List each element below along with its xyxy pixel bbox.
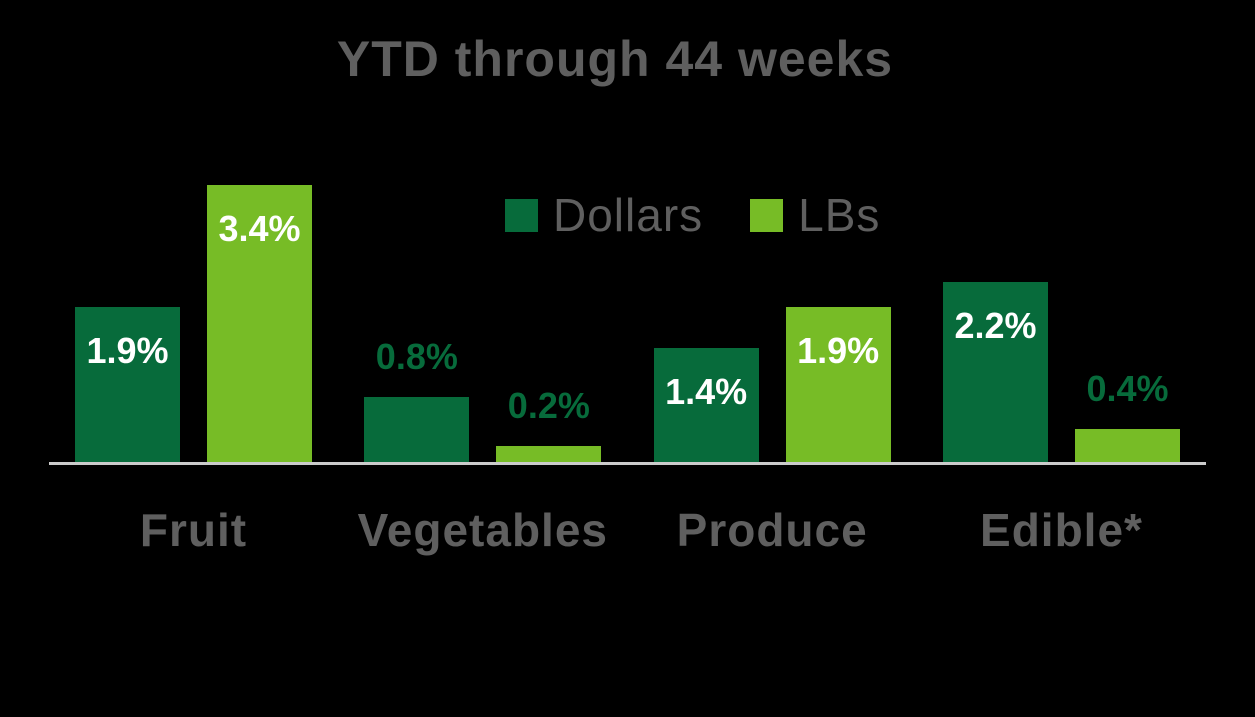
legend: Dollars LBs <box>505 192 880 238</box>
bar-lbs-vegetables: 0.2% <box>496 388 602 462</box>
value-label: 0.8% <box>375 336 458 377</box>
plot-area: 1.9% 3.4% Fruit 0.8% 0.2% Vegetables 1.4% 1.9% P… <box>50 185 1205 554</box>
legend-item-dollars: Dollars <box>505 192 703 238</box>
value-label: 1.9% <box>797 330 880 371</box>
x-axis-line <box>49 462 1206 465</box>
value-label: 1.4% <box>665 371 748 412</box>
legend-item-lbs: LBs <box>750 192 880 238</box>
bar-group-produce: 1.4% 1.9% Produce <box>653 307 891 553</box>
bar-group-fruit: 1.9% 3.4% Fruit <box>75 185 312 553</box>
category-label: Produce <box>676 504 868 556</box>
legend-label-dollars: Dollars <box>553 189 704 241</box>
bar-lbs-fruit: 3.4% <box>207 185 312 462</box>
bar-group-edible: 2.2% 0.4% Edible* <box>942 282 1180 553</box>
dollars-swatch-icon <box>505 198 538 232</box>
category-label: Edible* <box>980 504 1143 556</box>
value-label: 1.9% <box>86 330 169 371</box>
value-label: 0.2% <box>507 385 590 426</box>
value-label: 2.2% <box>954 305 1037 346</box>
value-label: 0.4% <box>1086 368 1169 409</box>
lbs-swatch-icon <box>750 198 784 232</box>
bar-dollars-vegetables: 0.8% <box>364 339 470 462</box>
value-label: 3.4% <box>218 208 301 249</box>
category-label: Vegetables <box>357 504 609 556</box>
bar-dollars-edible: 2.2% <box>942 282 1048 462</box>
bar-lbs-edible: 0.4% <box>1074 371 1180 462</box>
chart-title: YTD through 44 weeks <box>336 31 894 87</box>
bar-dollars-fruit: 1.9% <box>75 307 180 462</box>
legend-label-lbs: LBs <box>798 189 881 241</box>
bar-group-vegetables: 0.8% 0.2% Vegetables <box>358 339 607 554</box>
bar-lbs-produce: 1.9% <box>785 307 891 462</box>
category-label: Fruit <box>139 504 248 556</box>
bar-dollars-produce: 1.4% <box>653 348 759 462</box>
